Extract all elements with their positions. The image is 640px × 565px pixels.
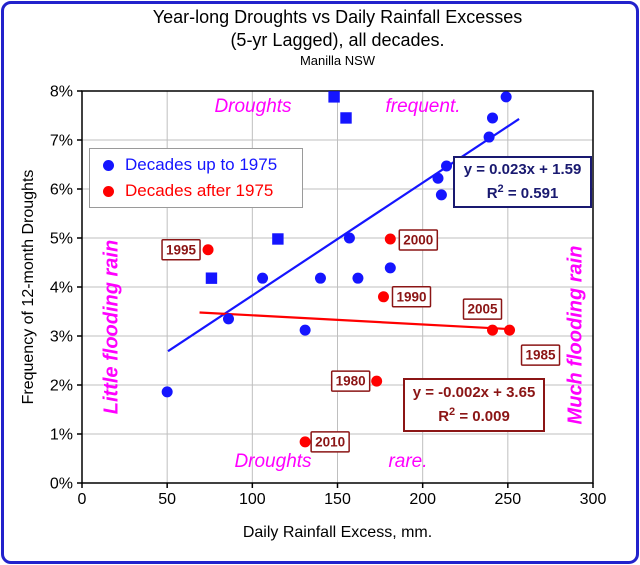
year-label-box bbox=[462, 298, 503, 320]
x-tick-label: 0 bbox=[78, 491, 87, 508]
y-tick-label: 4% bbox=[50, 280, 73, 297]
data-point bbox=[352, 272, 364, 284]
equation-line: y = -0.002x + 3.65 bbox=[412, 383, 536, 401]
annotation-much-flooding-rain: Much flooding rain bbox=[564, 245, 587, 425]
year-label-box bbox=[398, 229, 439, 251]
y-tick-label: 1% bbox=[50, 427, 73, 444]
legend-item-after-1975: Decades after 1975 bbox=[103, 181, 302, 201]
data-point-square bbox=[328, 91, 340, 103]
data-point-square bbox=[205, 272, 218, 284]
y-tick-label: 0% bbox=[50, 476, 73, 493]
data-point bbox=[257, 272, 269, 284]
legend-label: Decades after 1975 bbox=[125, 181, 274, 200]
data-point bbox=[222, 313, 234, 325]
r-squared-line: R2 = 0.591 bbox=[486, 183, 559, 202]
chart-subtitle: (5-yr Lagged), all decades. bbox=[230, 30, 445, 50]
data-point bbox=[384, 262, 396, 274]
annotation-droughts-top: Droughts bbox=[214, 96, 292, 117]
legend-label: Decades up to 1975 bbox=[125, 155, 278, 174]
year-label: 2000 bbox=[403, 232, 433, 247]
x-tick-label: 300 bbox=[580, 491, 607, 508]
data-point bbox=[500, 91, 512, 103]
year-label: 1990 bbox=[396, 289, 426, 304]
chart-location: Manilla NSW bbox=[299, 53, 376, 68]
year-label: 1980 bbox=[336, 374, 366, 389]
x-tick-label: 150 bbox=[324, 491, 351, 508]
data-point bbox=[504, 324, 516, 336]
year-label-box bbox=[310, 431, 350, 453]
equation-box-red: y = -0.002x + 3.65 R2 = 0.009 bbox=[403, 378, 545, 432]
y-tick-label: 8% bbox=[50, 84, 73, 101]
y-tick-label: 2% bbox=[50, 378, 73, 395]
x-tick-label: 100 bbox=[239, 491, 266, 508]
legend-item-up-to-1975: Decades up to 1975 bbox=[103, 155, 302, 175]
year-label-box bbox=[330, 370, 371, 392]
data-point bbox=[371, 375, 383, 387]
title-block: Year-long Droughts vs Daily Rainfall Exc… bbox=[82, 5, 593, 70]
data-point bbox=[314, 272, 326, 284]
data-point bbox=[161, 386, 173, 398]
annotation-droughts-bottom: Droughts bbox=[234, 451, 312, 472]
x-axis-title: Daily Rainfall Excess, mm. bbox=[242, 524, 433, 541]
data-point bbox=[343, 232, 355, 244]
y-tick-label: 6% bbox=[50, 182, 73, 199]
year-label-box bbox=[520, 344, 561, 366]
data-point bbox=[487, 112, 499, 124]
x-tick-label: 50 bbox=[158, 491, 176, 508]
data-point bbox=[299, 436, 311, 448]
annotation-frequent: frequent. bbox=[385, 96, 461, 117]
year-label-box bbox=[391, 286, 432, 308]
trendline bbox=[199, 311, 511, 331]
data-point-square bbox=[340, 112, 352, 124]
year-label-box bbox=[161, 239, 201, 261]
legend: Decades up to 1975 Decades after 1975 bbox=[89, 148, 303, 208]
equation-box-blue: y = 0.023x + 1.59 R2 = 0.591 bbox=[453, 156, 592, 208]
r-squared-line: R2 = 0.009 bbox=[438, 406, 510, 425]
year-label: 2010 bbox=[315, 434, 345, 449]
data-point bbox=[432, 172, 444, 184]
data-point bbox=[435, 189, 447, 201]
chart-title: Year-long Droughts vs Daily Rainfall Exc… bbox=[152, 7, 523, 27]
data-point bbox=[202, 244, 214, 256]
x-tick-label: 200 bbox=[409, 491, 436, 508]
data-point-square bbox=[272, 233, 284, 245]
data-point bbox=[377, 291, 389, 303]
legend-marker-blue-icon bbox=[103, 159, 114, 171]
data-point bbox=[384, 233, 396, 245]
y-tick-label: 7% bbox=[50, 133, 73, 150]
y-tick-label: 5% bbox=[50, 231, 73, 248]
annotation-rare: rare. bbox=[388, 451, 428, 472]
year-label: 1985 bbox=[526, 348, 557, 363]
equation-line: y = 0.023x + 1.59 bbox=[463, 160, 582, 178]
data-point bbox=[299, 324, 311, 336]
x-tick-label: 250 bbox=[494, 491, 521, 508]
data-point bbox=[441, 160, 453, 172]
legend-marker-red-icon bbox=[103, 185, 114, 197]
y-tick-label: 3% bbox=[50, 329, 73, 346]
data-point bbox=[487, 324, 499, 336]
annotation-little-flooding-rain: Little flooding rain bbox=[100, 239, 123, 415]
data-point bbox=[483, 131, 495, 143]
year-label: 2005 bbox=[467, 302, 498, 317]
year-label: 1995 bbox=[166, 242, 197, 257]
